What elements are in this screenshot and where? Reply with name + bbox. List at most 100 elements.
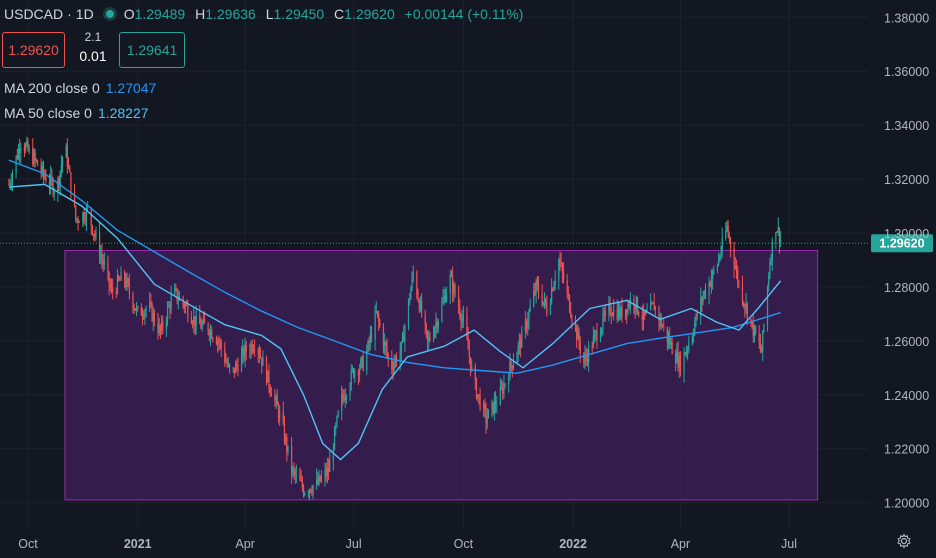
candle-body	[442, 299, 444, 303]
candle-body	[744, 305, 746, 308]
candle-body	[258, 352, 261, 357]
candle-body	[345, 396, 348, 398]
candle-body	[527, 321, 529, 328]
candle-body	[308, 489, 311, 493]
candle-body	[703, 290, 705, 296]
indicator-ma50[interactable]: MA 50 close 0 1.28227	[4, 105, 149, 121]
symbol-name[interactable]: USDCAD	[4, 6, 64, 22]
candle-body	[534, 291, 536, 294]
candle-body	[32, 148, 34, 165]
candle-body	[469, 357, 472, 371]
candle-body	[116, 276, 119, 294]
candle-body	[107, 262, 109, 272]
candle-body	[585, 355, 587, 358]
candle-body	[677, 351, 679, 368]
sell-price-button[interactable]: 1.29620	[2, 32, 65, 68]
ohlc-close-key: C	[334, 6, 345, 22]
candle-body	[737, 269, 739, 283]
candle-body	[274, 396, 276, 400]
candle-body	[66, 145, 68, 167]
candle-body	[712, 270, 714, 280]
candle-body	[743, 302, 745, 306]
candle-body	[312, 485, 314, 493]
ma200-line	[8, 159, 781, 374]
interval-label[interactable]: 1D	[75, 6, 94, 22]
candle-body	[695, 314, 697, 324]
candle-body	[137, 306, 139, 308]
candle-body	[658, 307, 660, 322]
candle-body	[725, 230, 727, 238]
ma200-label: MA 200 close 0	[4, 80, 100, 96]
candle-body	[520, 339, 522, 348]
candle-body	[143, 316, 145, 318]
candle-body	[332, 449, 334, 461]
candle-body	[98, 232, 101, 257]
candle-body	[17, 148, 20, 159]
candle-body	[537, 285, 540, 294]
candle-body	[126, 278, 128, 287]
candle-body	[9, 184, 11, 186]
candle-body	[184, 304, 187, 308]
candle-body	[529, 306, 531, 312]
x-tick-label: Oct	[18, 537, 38, 551]
candle-body	[160, 321, 163, 332]
candle-body	[76, 218, 78, 220]
candle-body	[763, 324, 765, 331]
candle-body	[661, 326, 664, 328]
candle-body	[337, 411, 339, 417]
candle-body	[758, 333, 760, 343]
candle-body	[95, 232, 97, 236]
candle-body	[516, 353, 518, 364]
candle-body	[165, 320, 167, 329]
candle-body	[293, 467, 295, 471]
ma200-value: 1.27047	[105, 80, 157, 96]
candle-body	[491, 401, 493, 410]
candle-body	[286, 437, 288, 452]
gear-icon[interactable]	[896, 533, 912, 549]
candle-body	[277, 405, 280, 418]
candle-body	[660, 317, 662, 327]
candle-body	[400, 341, 402, 352]
candle-body	[325, 470, 327, 476]
candle-body	[704, 290, 707, 296]
candle-body	[236, 364, 238, 366]
candle-body	[369, 333, 371, 343]
candle-body	[583, 353, 585, 363]
buy-price-button[interactable]: 1.29641	[119, 32, 185, 68]
candle-body	[671, 342, 673, 355]
candle-body	[82, 212, 84, 223]
candle-body	[300, 480, 302, 482]
candle-body	[361, 356, 363, 360]
range-zone-rect	[64, 250, 819, 501]
candle-body	[691, 335, 693, 344]
candle-body	[36, 160, 39, 166]
candle-body	[684, 352, 686, 356]
candle-body	[729, 238, 732, 249]
candle-body	[333, 428, 336, 450]
candle-body	[609, 303, 611, 314]
candle-body	[613, 308, 615, 316]
candle-body	[228, 364, 231, 369]
indicator-ma200[interactable]: MA 200 close 0 1.27047	[4, 80, 156, 96]
candle-body	[109, 284, 111, 288]
candle-body	[504, 383, 506, 385]
candle-body	[73, 192, 76, 206]
candle-body	[103, 262, 105, 265]
candle-body	[570, 311, 572, 317]
candle-body	[15, 156, 17, 173]
candle-body	[721, 237, 723, 252]
candle-body	[700, 297, 702, 317]
ohlc-high-value: 1.29636	[205, 6, 256, 22]
candle-body	[775, 231, 777, 242]
candle-body	[603, 314, 605, 316]
candle-body	[604, 310, 606, 316]
candle-body	[119, 279, 121, 281]
ohlc-change-value: +0.00144 (+0.11%)	[404, 6, 524, 22]
candle-body	[351, 369, 354, 370]
candle-body	[362, 356, 364, 371]
candle-body	[653, 302, 655, 311]
candle-body	[753, 326, 756, 337]
spread-display: 2.1 0.01	[70, 30, 116, 64]
